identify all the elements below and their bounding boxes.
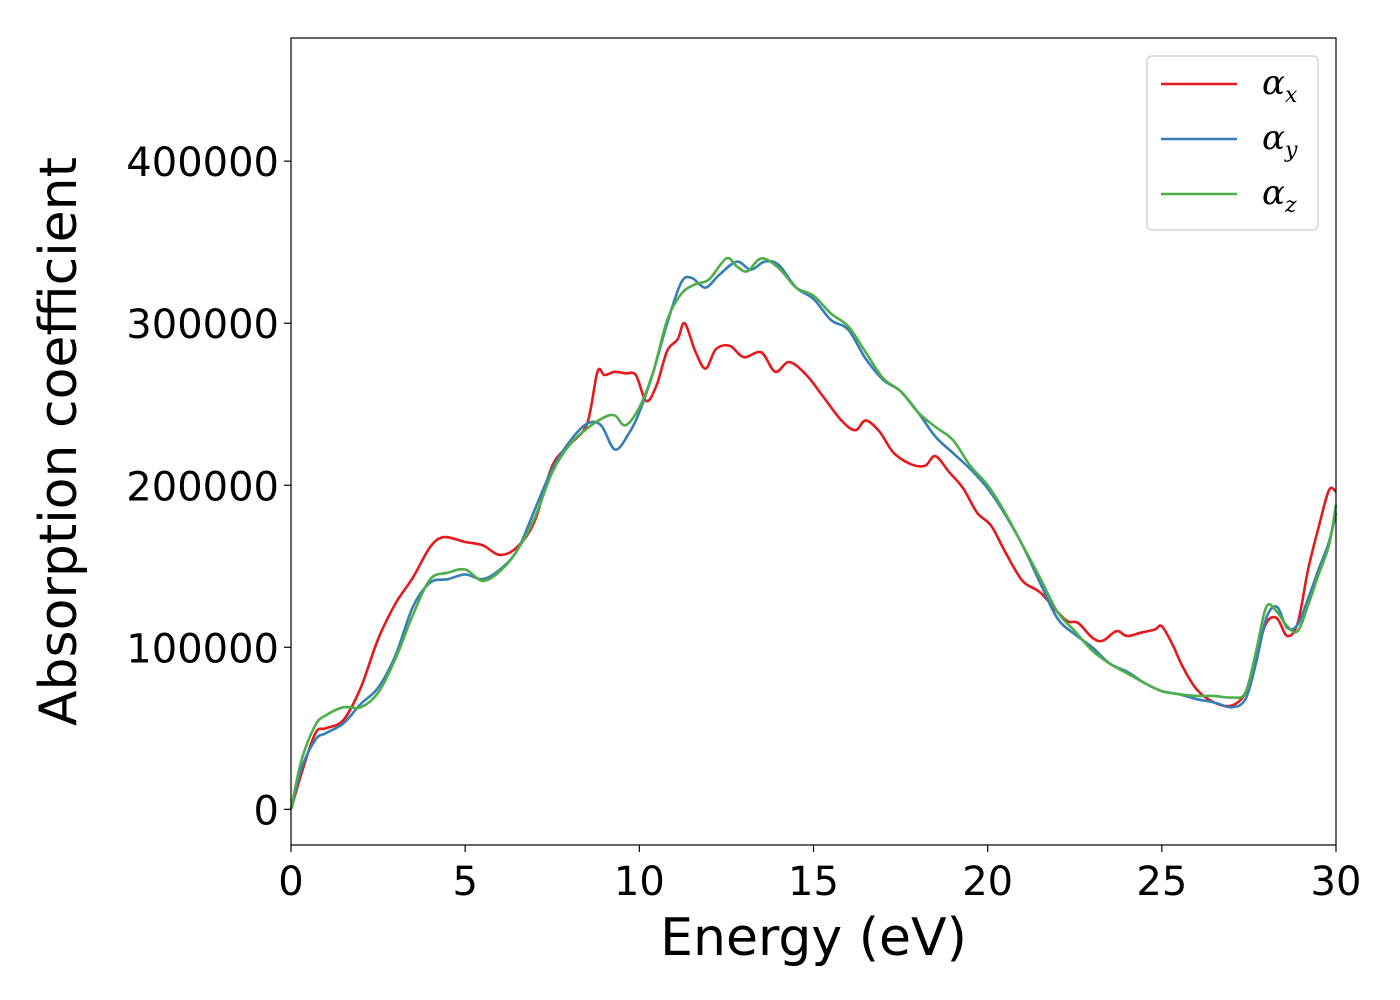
legend-box <box>1146 55 1319 231</box>
series-lines <box>289 256 1338 810</box>
legend-label-z: αz <box>1262 173 1297 218</box>
y-tick-label: 100000 <box>126 626 279 672</box>
x-axis-ticks: 0 5 10 15 20 25 30 <box>278 845 1361 905</box>
y-axis-title: Absorption coefficient <box>29 157 89 726</box>
y-tick-label: 0 <box>254 788 279 834</box>
legend-label-y: αy <box>1262 118 1298 163</box>
legend-symbol: α <box>1262 63 1285 103</box>
y-tick-label: 300000 <box>126 302 279 348</box>
x-tick-label: 10 <box>614 859 665 905</box>
legend-symbol: α <box>1262 173 1285 213</box>
y-tick-label: 400000 <box>126 140 279 186</box>
x-tick-label: 0 <box>278 859 303 905</box>
x-tick-label: 20 <box>962 859 1013 905</box>
x-axis-title: Energy (eV) <box>660 908 967 968</box>
x-tick-label: 15 <box>788 859 839 905</box>
legend-subscript: y <box>1284 138 1298 163</box>
legend-subscript: z <box>1284 193 1297 218</box>
y-tick-label: 200000 <box>126 464 279 510</box>
legend-label-x: αx <box>1262 63 1298 108</box>
x-tick-label: 30 <box>1311 859 1362 905</box>
series-line-y <box>289 259 1338 810</box>
series-line-z <box>289 256 1338 810</box>
x-tick-label: 5 <box>452 859 477 905</box>
legend-symbol: α <box>1262 118 1285 158</box>
series-line-x <box>289 321 1337 810</box>
y-axis-ticks: 0 100000 200000 300000 400000 <box>126 140 291 834</box>
legend-subscript: x <box>1285 83 1298 108</box>
x-tick-label: 25 <box>1136 859 1187 905</box>
plot-frame <box>290 37 1337 846</box>
